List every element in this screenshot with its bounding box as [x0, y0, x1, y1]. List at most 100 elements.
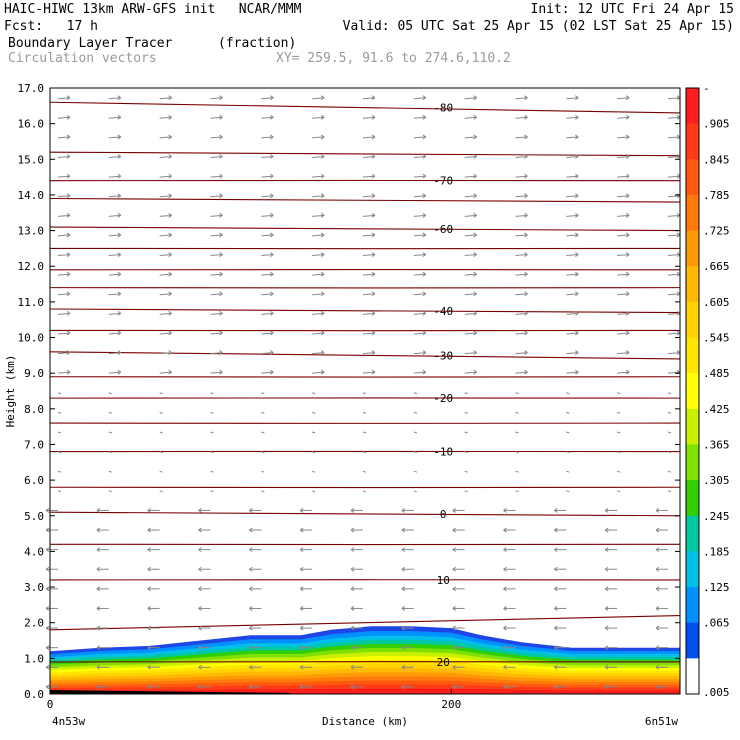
wind-vector [210, 350, 223, 355]
wind-vector [261, 193, 274, 199]
wind-vector [249, 625, 262, 631]
wind-vector [413, 490, 417, 493]
y-tick-label: 11.0 [18, 296, 45, 309]
wind-vector [362, 193, 376, 199]
wind-vector [159, 193, 172, 199]
wind-vector [617, 271, 630, 277]
wind-vector [554, 508, 567, 513]
colorbar-label: .125 [703, 581, 730, 594]
wind-vector [312, 392, 316, 395]
wind-vector [667, 350, 681, 355]
colorbar-label: - [703, 82, 710, 95]
wind-vector [655, 625, 668, 631]
wind-vector [108, 369, 122, 375]
temperature-contour [49, 351, 681, 360]
wind-vector [566, 310, 579, 316]
colorbar-swatch [686, 301, 699, 339]
colorbar-swatch [686, 194, 699, 232]
wind-vector [617, 154, 630, 159]
wind-vector [350, 566, 363, 572]
wind-vector [261, 212, 274, 218]
wind-vector [667, 252, 681, 257]
wind-vector [362, 490, 367, 493]
wind-vector [261, 232, 274, 238]
wind-vector [362, 173, 376, 179]
wind-vector [413, 134, 427, 140]
header-title: HAIC-HIWC 13km ARW-GFS init NCAR/MMM [4, 2, 302, 17]
wind-vector [108, 154, 122, 159]
colorbar-label: .005 [703, 686, 730, 699]
wind-vector [312, 431, 316, 434]
colorbar-swatch [686, 658, 699, 695]
wind-vector [57, 470, 62, 473]
wind-vector [667, 212, 681, 218]
y-tick-label: 15.0 [18, 153, 45, 166]
wind-vector [362, 350, 376, 355]
wind-vector [108, 350, 122, 355]
colorbar-swatch [686, 587, 699, 624]
wind-vector [667, 134, 681, 140]
wind-vector [413, 350, 427, 355]
wind-vector [515, 232, 528, 238]
wind-vector [350, 508, 363, 513]
colorbar-label: .185 [703, 545, 730, 558]
wind-vector [57, 212, 71, 218]
wind-vector [159, 232, 172, 238]
wind-vector [96, 645, 109, 651]
wind-vector [452, 625, 465, 631]
wind-vector [554, 547, 567, 553]
wind-vector [249, 664, 262, 670]
wind-vector [210, 193, 223, 199]
wind-vector [464, 271, 477, 277]
wind-vector [566, 451, 570, 454]
colorbar-swatch [686, 337, 699, 374]
wind-vector [413, 154, 427, 159]
wind-vector [617, 212, 630, 218]
colorbar-swatch [686, 551, 699, 588]
colorbar-label: .845 [703, 153, 730, 166]
wind-vector [350, 625, 363, 631]
wind-vector [210, 154, 223, 159]
wind-vector [261, 310, 274, 316]
wind-vector [159, 369, 172, 375]
wind-vector [249, 684, 262, 690]
wind-vector [554, 586, 567, 592]
wind-vector [210, 173, 223, 179]
wind-vector [566, 330, 579, 336]
wind-vector [108, 232, 122, 238]
wind-vector [604, 684, 618, 690]
wind-vector [413, 369, 427, 375]
wind-vector [566, 212, 579, 218]
wind-vector [617, 95, 630, 101]
wind-vector [210, 95, 223, 101]
wind-vector [210, 114, 223, 120]
temperature-contour [49, 151, 681, 157]
wind-vector [261, 252, 274, 257]
wind-vector [362, 291, 376, 297]
wind-vector [503, 566, 516, 572]
wind-vector [312, 173, 325, 179]
colorbar-label: .305 [703, 474, 730, 487]
wind-vector [515, 411, 519, 414]
wind-vector [57, 154, 71, 159]
wind-vector [566, 291, 579, 297]
colorbar-swatch [686, 123, 699, 160]
wind-vector [299, 586, 313, 592]
wind-vector [108, 470, 112, 473]
wind-vector [210, 212, 223, 218]
wind-vector [198, 664, 211, 670]
wind-vector [210, 271, 223, 277]
wind-vector [312, 291, 325, 297]
wind-vector [312, 350, 325, 355]
wind-vector [210, 470, 214, 473]
wind-vector [299, 547, 313, 553]
wind-vector [198, 625, 211, 631]
x-left-location: 4n53w [52, 715, 85, 728]
wind-vector [57, 310, 71, 316]
wind-vector [401, 586, 414, 592]
wind-vector [96, 527, 109, 533]
wind-vector [159, 95, 172, 101]
wind-vector [452, 684, 465, 690]
wind-vector [108, 95, 122, 101]
wind-vector [45, 606, 58, 611]
